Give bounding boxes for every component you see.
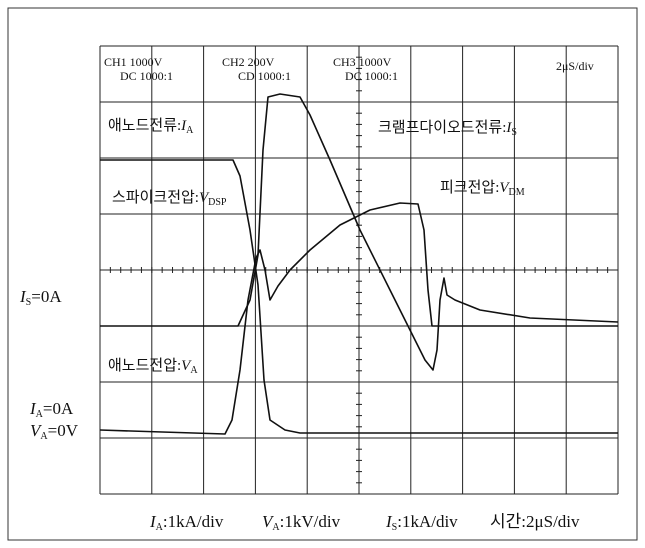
label-text: 시간:	[490, 512, 526, 531]
label-text: =0V	[48, 421, 79, 440]
oscilloscope-figure: CH1 1000VDC 1000:1CH2 200VCD 1000:1CH3 1…	[0, 0, 645, 548]
label-text: 애노드전압:	[108, 357, 181, 374]
zero-label: VA=0V	[30, 421, 79, 442]
scope-grid	[100, 46, 618, 494]
scale-label: 시간:2μS/div	[490, 512, 580, 531]
channel-setting: CH3 1000V	[333, 55, 392, 69]
label-text: 2μS/div	[526, 512, 580, 531]
trace-label: 애노드전압:VA	[108, 357, 198, 376]
trace-label: 스파이크전압:VDSP	[112, 189, 227, 208]
scale-label: VA:1kV/div	[262, 512, 341, 533]
zero-label: IS=0A	[19, 287, 62, 308]
channel-setting: CD 1000:1	[238, 69, 291, 83]
channel-setting: DC 1000:1	[120, 69, 173, 83]
label-text: :1kA/div	[397, 512, 458, 531]
label-text: =0A	[31, 287, 62, 306]
label-subscript: A	[190, 365, 198, 376]
label-text: :1kV/div	[280, 512, 341, 531]
label-text: 애노드전류:	[108, 117, 181, 134]
label-subscript: DM	[509, 187, 525, 198]
channel-setting: DC 1000:1	[345, 69, 398, 83]
channel-setting: CH1 1000V	[104, 55, 163, 69]
label-text: 피크전압:	[440, 179, 499, 196]
label-subscript: S	[511, 127, 517, 138]
zero-label: IA=0A	[29, 399, 74, 420]
label-text: =0A	[43, 399, 74, 418]
scale-label: IS:1kA/div	[385, 512, 458, 533]
trace-label: 크램프다이오드전류:IS	[378, 119, 517, 138]
label-subscript: DSP	[208, 197, 227, 208]
channel-setting: CH2 200V	[222, 55, 275, 69]
timebase: 2μS/div	[556, 59, 594, 73]
trace-label: 피크전압:VDM	[440, 179, 525, 198]
label-text: 크램프다이오드전류:	[378, 119, 506, 136]
figure-border	[8, 8, 637, 540]
label-text: :1kA/div	[163, 512, 224, 531]
scale-label: IA:1kA/div	[149, 512, 224, 533]
trace-label: 애노드전류:IA	[108, 117, 194, 136]
label-text: 스파이크전압:	[112, 189, 199, 206]
label-subscript: A	[186, 125, 194, 136]
